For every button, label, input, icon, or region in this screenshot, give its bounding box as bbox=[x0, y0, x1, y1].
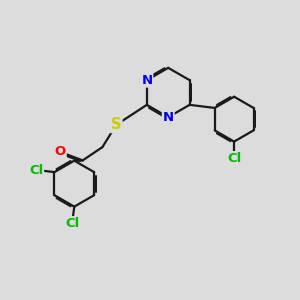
Text: O: O bbox=[55, 146, 66, 158]
Text: N: N bbox=[163, 111, 174, 124]
Text: Cl: Cl bbox=[66, 217, 80, 230]
Text: N: N bbox=[141, 74, 152, 87]
Text: Cl: Cl bbox=[29, 164, 43, 177]
Text: S: S bbox=[111, 117, 122, 132]
Text: Cl: Cl bbox=[227, 152, 241, 165]
